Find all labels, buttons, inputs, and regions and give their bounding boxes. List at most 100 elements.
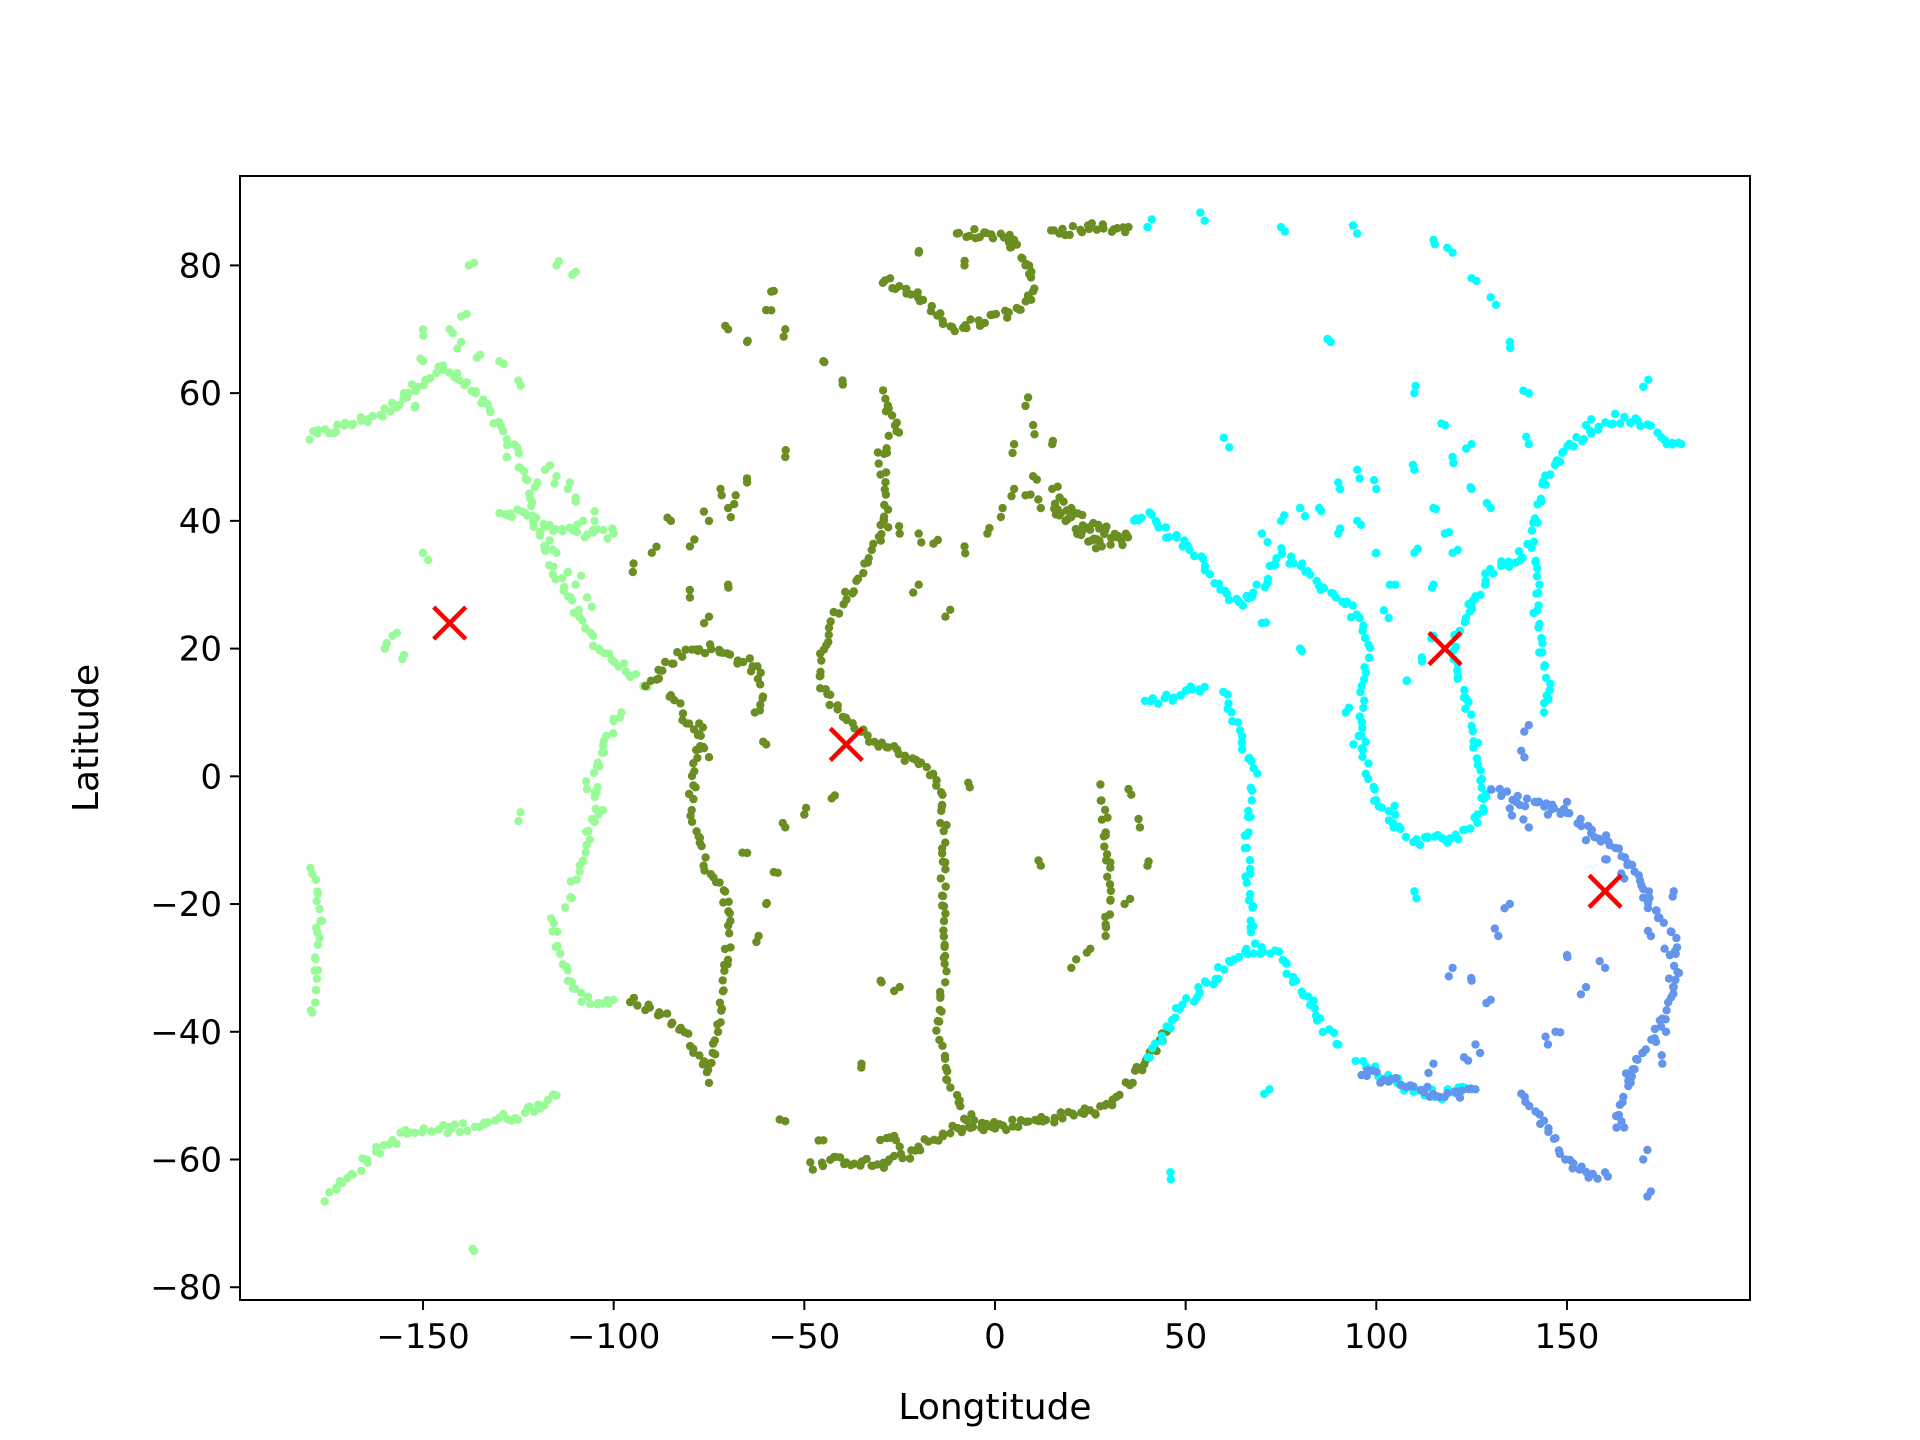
data-point: [1172, 533, 1181, 542]
data-point: [1466, 483, 1475, 492]
data-point: [941, 612, 950, 621]
data-point: [312, 897, 321, 906]
data-point: [1147, 215, 1157, 224]
data-point: [800, 810, 809, 819]
data-point: [1295, 503, 1305, 513]
data-point: [1494, 931, 1503, 941]
data-point: [1502, 787, 1512, 796]
data-point: [498, 426, 508, 436]
data-point: [1384, 613, 1393, 623]
data-point: [1282, 969, 1291, 978]
x-tick-label: −100: [567, 1317, 660, 1357]
data-point: [1529, 537, 1539, 546]
data-point: [514, 449, 524, 458]
data-point: [523, 511, 532, 520]
data-point: [1468, 726, 1478, 736]
cluster-centers: [432, 605, 1623, 909]
x-tick-label: 50: [1164, 1317, 1207, 1357]
data-point: [1358, 626, 1367, 635]
data-point: [717, 491, 726, 500]
data-point: [1454, 835, 1463, 844]
data-point: [937, 806, 946, 816]
data-point: [1101, 923, 1111, 932]
data-point: [1316, 506, 1326, 516]
data-point: [1413, 544, 1422, 553]
y-tick-label: −40: [150, 1013, 222, 1053]
data-point: [1200, 682, 1209, 692]
data-point: [1135, 823, 1145, 832]
data-point: [818, 1161, 828, 1171]
data-point: [731, 491, 740, 500]
data-point: [1423, 833, 1432, 843]
data-point: [1486, 293, 1495, 302]
data-point: [1289, 559, 1298, 568]
data-point: [1472, 276, 1481, 286]
data-point: [1023, 393, 1033, 402]
data-point: [1353, 229, 1362, 238]
x-tick-label: −50: [768, 1317, 840, 1357]
data-point: [1659, 918, 1669, 927]
data-point: [1034, 856, 1043, 865]
data-point: [617, 708, 626, 717]
data-point: [362, 1155, 372, 1164]
data-point: [724, 897, 733, 906]
data-point: [817, 656, 826, 665]
y-axis-label: Latitude: [66, 664, 107, 812]
data-point: [990, 1123, 1000, 1132]
data-point: [1055, 493, 1064, 502]
data-point: [1507, 811, 1517, 820]
data-point: [1444, 972, 1454, 981]
data-point: [1248, 902, 1258, 911]
data-point: [1034, 495, 1043, 504]
data-point: [1481, 576, 1490, 585]
data-point: [1643, 1192, 1652, 1201]
data-point: [1348, 221, 1358, 230]
data-point: [652, 542, 661, 551]
data-point: [1227, 708, 1236, 717]
data-point: [392, 1139, 401, 1149]
data-point: [1077, 228, 1087, 237]
data-point: [961, 321, 970, 330]
data-point: [1349, 740, 1358, 749]
data-point: [1576, 814, 1585, 824]
data-point: [696, 731, 705, 740]
data-point: [707, 645, 716, 654]
data-point: [1246, 869, 1255, 878]
data-point: [1524, 721, 1534, 730]
data-point: [1364, 774, 1373, 784]
data-point: [1656, 1022, 1666, 1031]
data-point: [1143, 1053, 1152, 1062]
data-point: [1241, 947, 1250, 956]
data-point: [941, 978, 950, 987]
data-point: [1237, 731, 1247, 741]
data-point: [1190, 551, 1199, 561]
data-point: [548, 545, 557, 554]
data-point: [1005, 230, 1014, 240]
data-point: [1462, 444, 1471, 453]
data-point: [1372, 1067, 1381, 1077]
data-point: [708, 1048, 717, 1058]
data-point: [1569, 442, 1578, 451]
data-point: [469, 258, 479, 267]
data-point: [1524, 823, 1534, 832]
data-point: [827, 794, 836, 803]
data-point: [1408, 460, 1418, 470]
data-point: [523, 475, 532, 485]
data-point: [704, 1059, 714, 1068]
data-point: [1396, 824, 1405, 834]
data-point: [1189, 997, 1199, 1006]
data-point: [1315, 1014, 1325, 1023]
data-point: [1323, 334, 1332, 344]
data-point: [1148, 1044, 1157, 1053]
data-point: [1245, 856, 1255, 865]
data-point: [551, 525, 560, 534]
data-point: [667, 1020, 676, 1029]
data-point: [568, 984, 577, 993]
data-point: [1639, 382, 1648, 391]
data-point: [938, 891, 948, 901]
data-point: [881, 468, 891, 477]
data-point: [1121, 529, 1131, 538]
data-point: [1030, 284, 1039, 293]
data-point: [725, 650, 735, 659]
